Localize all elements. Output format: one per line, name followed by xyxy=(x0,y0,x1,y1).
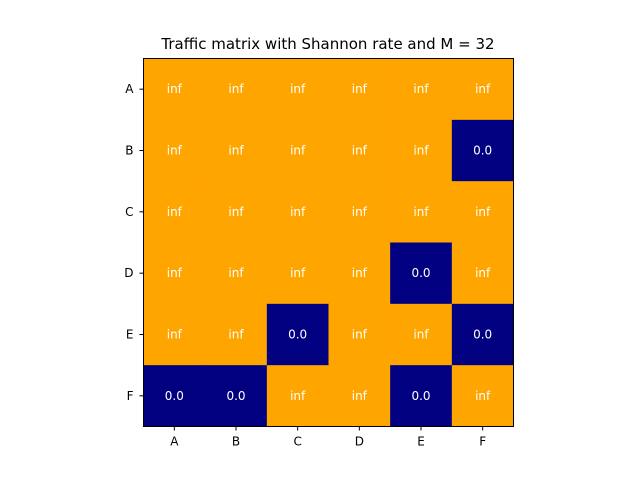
x-tick-label: B xyxy=(232,435,240,449)
heatmap-cell-D-B xyxy=(205,242,268,305)
y-tick-label: A xyxy=(125,82,134,96)
cell-value-label: inf xyxy=(352,82,368,96)
y-tick-label: F xyxy=(127,389,134,403)
cell-value-label: inf xyxy=(167,266,183,280)
heatmap-cell-A-E xyxy=(390,58,453,121)
cell-value-label: inf xyxy=(167,205,183,219)
cell-value-label: inf xyxy=(167,328,183,342)
heatmap-cell-B-E xyxy=(390,119,453,182)
heatmap-cell-C-B xyxy=(205,181,268,243)
heatmap-cell-C-A xyxy=(143,181,206,243)
heatmap-cell-F-C xyxy=(266,365,329,427)
cell-value-label: 0.0 xyxy=(473,144,492,158)
cell-value-label: inf xyxy=(228,328,244,342)
cell-value-label: inf xyxy=(228,205,244,219)
heatmap-cell-E-F xyxy=(451,303,514,366)
y-tick-label: D xyxy=(124,266,133,280)
heatmap-cell-E-A xyxy=(143,303,206,366)
heatmap-cell-A-F xyxy=(451,58,514,121)
y-axis: A B C D E F xyxy=(124,82,144,403)
heatmap-cell-F-E xyxy=(390,365,453,427)
heatmap-cell-D-C xyxy=(266,242,329,305)
heatmap-cell-F-D xyxy=(328,365,391,427)
cell-value-label: inf xyxy=(228,266,244,280)
heatmap-cell-E-E xyxy=(390,303,453,366)
heatmap-cell-F-B xyxy=(205,365,268,427)
heatmap-cell-D-F xyxy=(451,242,514,305)
heatmap-cell-B-F xyxy=(451,119,514,182)
heatmap-cell-C-D xyxy=(328,181,391,243)
heatmap-cell-A-C xyxy=(266,58,329,121)
cell-value-label: 0.0 xyxy=(473,328,492,342)
heatmap-cell-B-A xyxy=(143,119,206,182)
heatmap-cell-A-D xyxy=(328,58,391,121)
y-tick-label: C xyxy=(125,205,133,219)
cell-value-label: inf xyxy=(475,205,491,219)
x-tick-label: E xyxy=(417,435,425,449)
heatmap-cell-B-D xyxy=(328,119,391,182)
cell-value-label: inf xyxy=(290,82,306,96)
heatmap-cell-labels: inf inf inf inf inf inf inf inf inf inf inf 0.0 inf i… xyxy=(165,82,492,403)
y-tick-label: E xyxy=(126,328,134,342)
cell-value-label: inf xyxy=(352,328,368,342)
cell-value-label: 0.0 xyxy=(226,389,245,403)
cell-value-label: inf xyxy=(228,144,244,158)
cell-value-label: 0.0 xyxy=(288,328,307,342)
cell-value-label: inf xyxy=(413,144,429,158)
plot-frame xyxy=(143,58,514,427)
cell-value-label: inf xyxy=(352,389,368,403)
cell-value-label: inf xyxy=(475,389,491,403)
cell-value-label: inf xyxy=(228,82,244,96)
x-axis: A B C D E F xyxy=(170,426,486,449)
heatmap-cell-D-D xyxy=(328,242,391,305)
heatmap-cell-F-A xyxy=(143,365,206,427)
cell-value-label: inf xyxy=(167,144,183,158)
x-tick-label: F xyxy=(479,435,486,449)
y-tick-label: B xyxy=(125,144,133,158)
heatmap-cell-C-F xyxy=(451,181,514,243)
cell-value-label: 0.0 xyxy=(165,389,184,403)
heatmap-cell-D-E xyxy=(390,242,453,305)
cell-value-label: inf xyxy=(290,205,306,219)
heatmap-cell-E-D xyxy=(328,303,391,366)
cell-value-label: inf xyxy=(413,328,429,342)
heatmap-cell-F-F xyxy=(451,365,514,427)
cell-value-label: inf xyxy=(413,205,429,219)
heatmap-cell-C-C xyxy=(266,181,329,243)
heatmap-cell-C-E xyxy=(390,181,453,243)
cell-value-label: inf xyxy=(167,82,183,96)
cell-value-label: inf xyxy=(352,144,368,158)
cell-value-label: inf xyxy=(352,266,368,280)
cell-value-label: 0.0 xyxy=(411,389,430,403)
cell-value-label: inf xyxy=(290,144,306,158)
cell-value-label: inf xyxy=(413,82,429,96)
heatmap-cell-B-B xyxy=(205,119,268,182)
x-tick-label: C xyxy=(293,435,301,449)
x-tick-label: D xyxy=(355,435,364,449)
heatmap-cells xyxy=(143,58,514,427)
cell-value-label: inf xyxy=(475,266,491,280)
heatmap-cell-B-C xyxy=(266,119,329,182)
heatmap-cell-E-B xyxy=(205,303,268,366)
heatmap-cell-A-A xyxy=(143,58,206,121)
cell-value-label: inf xyxy=(290,266,306,280)
cell-value-label: inf xyxy=(290,389,306,403)
heatmap-cell-D-A xyxy=(143,242,206,305)
cell-value-label: inf xyxy=(352,205,368,219)
heatmap-cell-E-C xyxy=(266,303,329,366)
x-tick-label: A xyxy=(170,435,179,449)
cell-value-label: inf xyxy=(475,82,491,96)
chart-title: Traffic matrix with Shannon rate and M =… xyxy=(160,35,494,53)
heatmap-cell-A-B xyxy=(205,58,268,121)
cell-value-label: 0.0 xyxy=(411,266,430,280)
